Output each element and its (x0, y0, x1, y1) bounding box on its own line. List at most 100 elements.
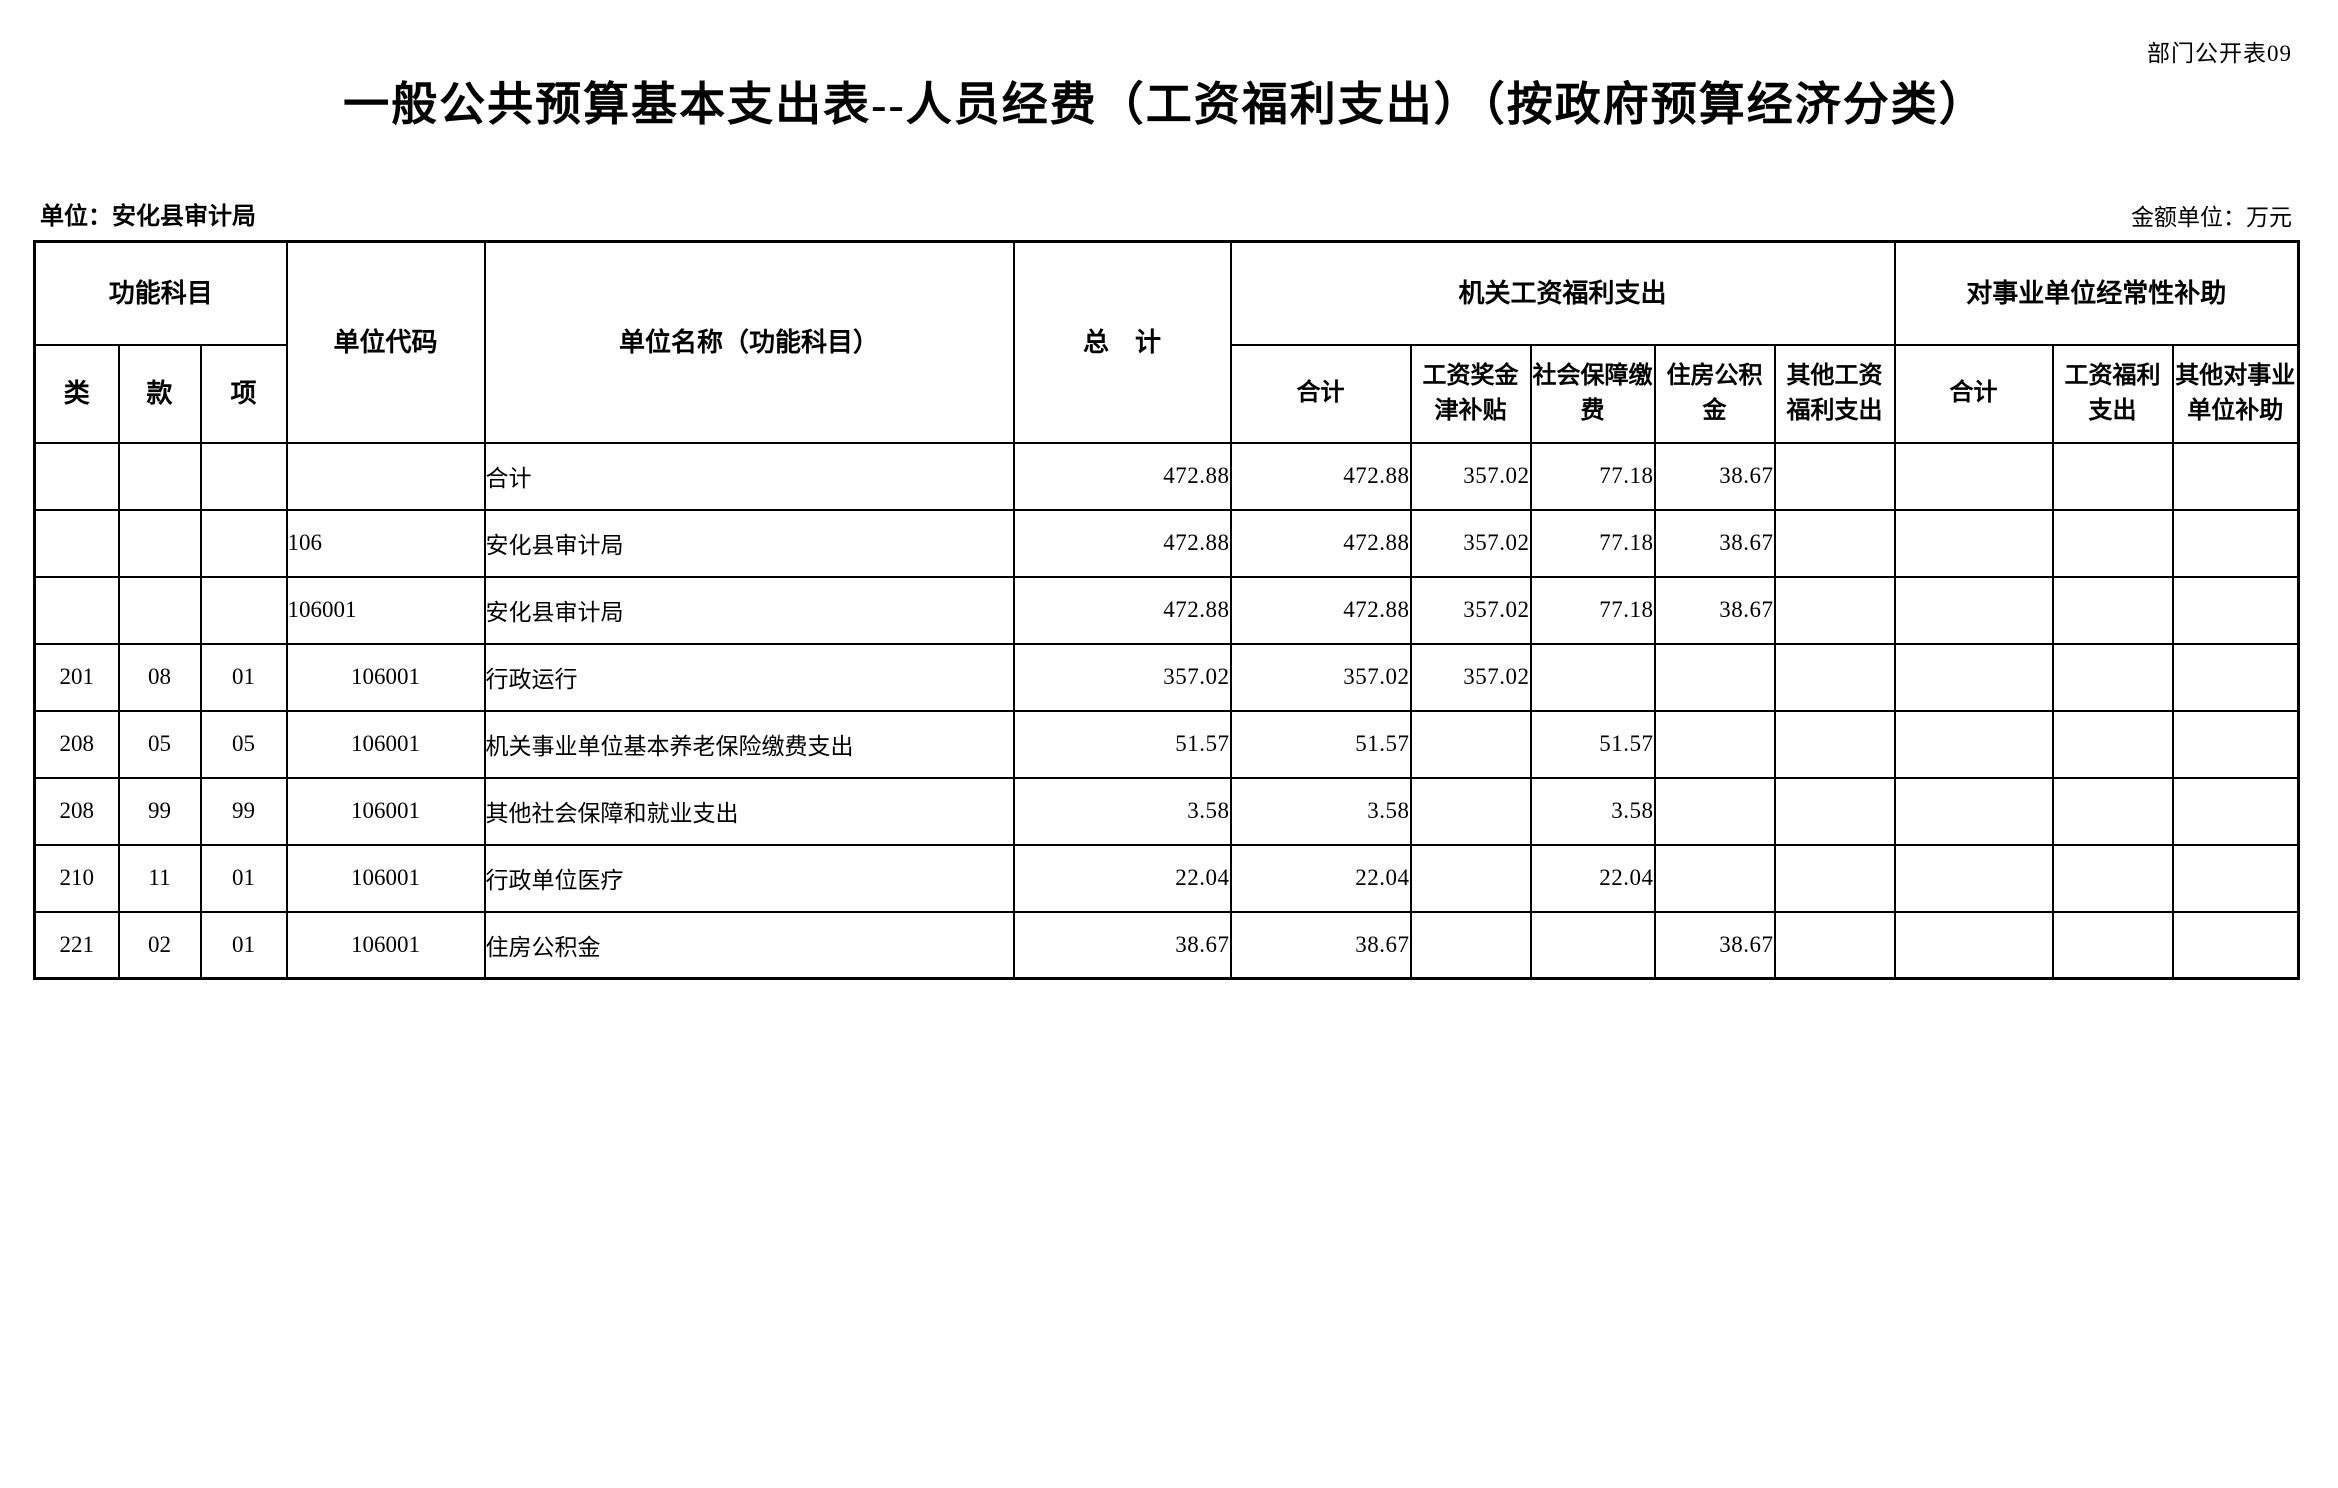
cell-gov-housing-fund (1653, 843, 1776, 913)
cell-unit-name: 机关事业单位基本养老保险缴费支出 (483, 709, 1015, 779)
table-row-dept: 106 安化县审计局 472.88 472.88 357.02 77.18 38… (33, 508, 2300, 578)
cell-unit-code: 106001 (285, 642, 486, 712)
header-institution-subsidy-group: 对事业单位经常性补助 (1893, 240, 2300, 346)
cell-gov-other-welfare (1773, 642, 1896, 712)
cell-item: 01 (199, 843, 288, 913)
cell-inst-subtotal (1893, 642, 2054, 712)
cell-class: 208 (33, 709, 120, 779)
cell-inst-salary-welfare (2051, 441, 2174, 511)
page-title: 一般公共预算基本支出表--人员经费（工资福利支出）（按政府预算经济分类） (343, 79, 1987, 130)
cell-gov-salary-bonus (1409, 709, 1532, 779)
cell-gov-housing-fund (1653, 642, 1776, 712)
header-gov-subtotal: 合计 (1229, 343, 1412, 444)
cell-unit-name: 住房公积金 (483, 910, 1015, 980)
cell-gov-other-welfare (1773, 776, 1896, 846)
table-row-func: 208 05 05 106001 机关事业单位基本养老保险缴费支出 51.57 … (33, 709, 2300, 779)
cell-gov-subtotal: 3.58 (1229, 776, 1412, 846)
cell-inst-subtotal (1893, 709, 2054, 779)
cell-gov-social-security (1529, 910, 1656, 980)
cell-inst-other-subsidy (2171, 843, 2300, 913)
cell-gov-salary-bonus (1409, 910, 1532, 980)
table-row-func: 208 99 99 106001 其他社会保障和就业支出 3.58 3.58 3… (33, 776, 2300, 846)
cell-gov-subtotal: 357.02 (1229, 642, 1412, 712)
header-inst-subtotal: 合计 (1893, 343, 2054, 444)
cell-gov-salary-bonus: 357.02 (1409, 508, 1532, 578)
cell-unit-code: 106001 (285, 843, 486, 913)
cell-gov-other-welfare (1773, 910, 1896, 980)
cell-item (199, 508, 288, 578)
table-row-func: 210 11 01 106001 行政单位医疗 22.04 22.04 22.0… (33, 843, 2300, 913)
cell-inst-other-subsidy (2171, 575, 2300, 645)
header-inst-salary-welfare: 工资福利支出 (2051, 343, 2174, 444)
cell-inst-salary-welfare (2051, 508, 2174, 578)
cell-grand-total: 472.88 (1012, 508, 1232, 578)
cell-item (199, 441, 288, 511)
header-gov-social-security: 社会保障缴费 (1529, 343, 1656, 444)
cell-item: 01 (199, 910, 288, 980)
cell-gov-social-security: 77.18 (1529, 575, 1656, 645)
header-inst-other-subsidy: 其他对事业单位补助 (2171, 343, 2300, 444)
header-section: 款 (117, 343, 202, 444)
header-unit-code: 单位代码 (285, 240, 486, 444)
cell-inst-subtotal (1893, 776, 2054, 846)
cell-unit-code (285, 441, 486, 511)
cell-gov-salary-bonus (1409, 843, 1532, 913)
cell-gov-other-welfare (1773, 575, 1896, 645)
cell-inst-other-subsidy (2171, 910, 2300, 980)
table-row-total: 合计 472.88 472.88 357.02 77.18 38.67 (33, 441, 2300, 511)
table-row-func: 221 02 01 106001 住房公积金 38.67 38.67 38.67 (33, 910, 2300, 980)
cell-gov-social-security (1529, 642, 1656, 712)
cell-class: 201 (33, 642, 120, 712)
cell-class (33, 575, 120, 645)
cell-inst-salary-welfare (2051, 910, 2174, 980)
cell-section: 11 (117, 843, 202, 913)
cell-item: 99 (199, 776, 288, 846)
cell-section: 05 (117, 709, 202, 779)
cell-grand-total: 51.57 (1012, 709, 1232, 779)
cell-gov-other-welfare (1773, 843, 1896, 913)
cell-class (33, 441, 120, 511)
cell-unit-code: 106 (285, 508, 486, 578)
cell-unit-name: 行政运行 (483, 642, 1015, 712)
cell-gov-other-welfare (1773, 441, 1896, 511)
cell-item (199, 575, 288, 645)
cell-gov-housing-fund: 38.67 (1653, 441, 1776, 511)
cell-inst-salary-welfare (2051, 709, 2174, 779)
cell-unit-code: 106001 (285, 776, 486, 846)
cell-unit-name: 安化县审计局 (483, 508, 1015, 578)
cell-inst-subtotal (1893, 441, 2054, 511)
cell-gov-subtotal: 472.88 (1229, 441, 1412, 511)
cell-unit-name: 行政单位医疗 (483, 843, 1015, 913)
cell-gov-other-welfare (1773, 508, 1896, 578)
header-item: 项 (199, 343, 288, 444)
cell-gov-housing-fund: 38.67 (1653, 910, 1776, 980)
table-row-func: 201 08 01 106001 行政运行 357.02 357.02 357.… (33, 642, 2300, 712)
cell-section (117, 508, 202, 578)
cell-grand-total: 357.02 (1012, 642, 1232, 712)
cell-unit-name: 其他社会保障和就业支出 (483, 776, 1015, 846)
cell-unit-code: 106001 (285, 709, 486, 779)
cell-unit-code: 106001 (285, 575, 486, 645)
cell-gov-subtotal: 472.88 (1229, 508, 1412, 578)
cell-inst-subtotal (1893, 910, 2054, 980)
header-unit-name: 单位名称（功能科目） (483, 240, 1015, 444)
cell-inst-salary-welfare (2051, 642, 2174, 712)
cell-section: 02 (117, 910, 202, 980)
cell-gov-housing-fund (1653, 776, 1776, 846)
cell-gov-subtotal: 22.04 (1229, 843, 1412, 913)
cell-gov-salary-bonus (1409, 776, 1532, 846)
cell-item: 01 (199, 642, 288, 712)
header-gov-other-welfare: 其他工资福利支出 (1773, 343, 1896, 444)
cell-inst-other-subsidy (2171, 642, 2300, 712)
cell-gov-social-security: 77.18 (1529, 441, 1656, 511)
cell-section: 99 (117, 776, 202, 846)
cell-inst-salary-welfare (2051, 843, 2174, 913)
cell-inst-other-subsidy (2171, 709, 2300, 779)
header-gov-welfare-group: 机关工资福利支出 (1229, 240, 1896, 346)
cell-gov-social-security: 3.58 (1529, 776, 1656, 846)
cell-inst-salary-welfare (2051, 776, 2174, 846)
cell-gov-social-security: 51.57 (1529, 709, 1656, 779)
cell-section: 08 (117, 642, 202, 712)
cell-inst-other-subsidy (2171, 776, 2300, 846)
header-gov-salary-bonus: 工资奖金津补贴 (1409, 343, 1532, 444)
